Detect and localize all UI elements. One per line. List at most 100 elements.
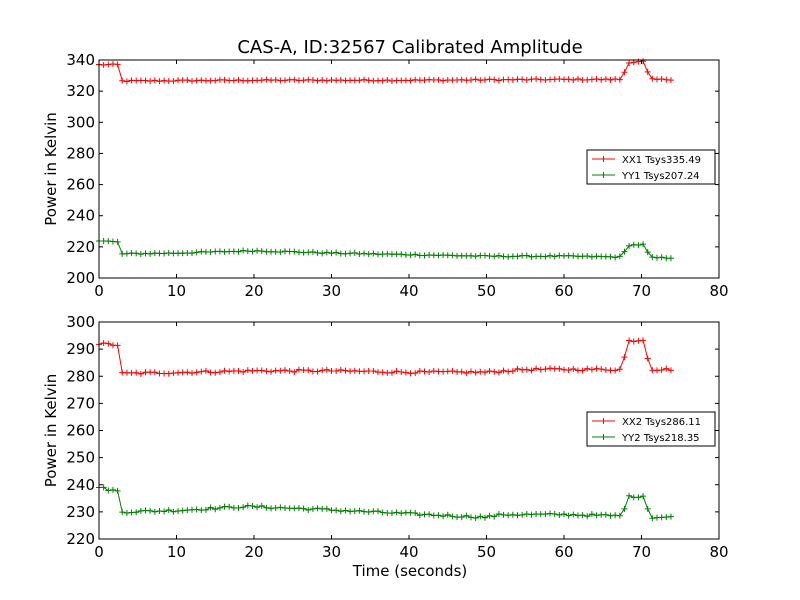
- x-tick-label: 50: [477, 282, 496, 300]
- data-point-marker: [272, 76, 279, 83]
- x-tick-label: 80: [709, 282, 728, 300]
- data-point-marker: [658, 367, 665, 373]
- data-point-marker: [314, 505, 321, 512]
- chart-title: CAS-A, ID:32567 Calibrated Amplitude: [237, 37, 582, 58]
- data-point-marker: [649, 254, 656, 261]
- data-point-marker: [626, 337, 633, 344]
- data-point-marker: [184, 369, 191, 376]
- legend-frame: [586, 411, 716, 447]
- data-point-marker: [565, 512, 572, 519]
- data-point-marker: [472, 253, 479, 260]
- data-point-marker: [640, 493, 647, 500]
- data-point-marker: [426, 368, 433, 375]
- data-point-marker: [375, 508, 381, 515]
- data-point-marker: [333, 249, 340, 256]
- data-point-marker: [584, 252, 591, 259]
- data-point-marker: [398, 510, 405, 517]
- data-point-marker: [277, 249, 284, 256]
- data-point-marker: [495, 252, 502, 259]
- data-point-marker: [602, 511, 609, 518]
- data-point-marker: [370, 250, 377, 257]
- y-tick-label: 220: [66, 238, 95, 256]
- data-point-marker: [519, 511, 526, 518]
- data-point-marker: [156, 78, 163, 85]
- y-tick-label: 230: [66, 503, 95, 521]
- data-point-marker: [449, 368, 456, 374]
- y-tick-label: 260: [66, 176, 95, 194]
- data-point-marker: [542, 253, 549, 260]
- data-point-marker: [351, 249, 358, 256]
- data-point-marker: [486, 367, 493, 374]
- data-point-marker: [226, 503, 233, 510]
- data-point-marker: [649, 515, 656, 522]
- data-point-marker: [472, 76, 479, 83]
- data-point-marker: [147, 78, 154, 85]
- data-point-marker: [463, 512, 470, 519]
- data-point-marker: [658, 254, 665, 261]
- data-point-marker: [658, 75, 665, 82]
- data-point-marker: [514, 365, 521, 372]
- data-point-marker: [309, 505, 316, 512]
- data-point-marker: [565, 367, 572, 374]
- data-point-marker: [570, 77, 577, 84]
- data-point-marker: [644, 505, 651, 512]
- data-point-marker: [598, 76, 605, 83]
- data-point-marker: [588, 253, 595, 260]
- data-point-marker: [542, 511, 549, 518]
- x-tick-label: 10: [167, 282, 186, 300]
- y-tick-label: 200: [66, 269, 95, 287]
- legend-frame: [586, 149, 716, 185]
- data-point-marker: [105, 340, 112, 347]
- data-point-marker: [588, 366, 595, 373]
- data-point-marker: [119, 509, 126, 516]
- data-point-marker: [640, 337, 647, 344]
- data-point-marker: [133, 509, 140, 516]
- data-point-marker: [481, 369, 488, 376]
- data-point-marker: [305, 367, 312, 374]
- data-point-marker: [528, 511, 535, 518]
- data-point-marker: [458, 368, 465, 375]
- data-point-marker: [356, 250, 363, 257]
- data-point-marker: [616, 512, 623, 519]
- data-point-marker: [407, 77, 414, 84]
- legend-label: XX2 Tsys286.11: [622, 417, 701, 428]
- data-point-marker: [556, 512, 563, 519]
- data-point-marker: [151, 77, 158, 84]
- data-point-marker: [468, 368, 474, 375]
- data-point-marker: [254, 504, 261, 511]
- data-point-marker: [663, 514, 670, 521]
- data-point-marker: [574, 75, 581, 82]
- data-point-marker: [291, 368, 298, 375]
- data-point-marker: [291, 76, 298, 83]
- data-point-marker: [495, 77, 502, 84]
- data-point-marker: [207, 249, 214, 256]
- data-point-marker: [649, 75, 656, 82]
- data-point-marker: [137, 370, 144, 377]
- data-point-marker: [542, 76, 549, 83]
- data-point-marker: [319, 250, 326, 257]
- data-point-marker: [161, 508, 168, 515]
- data-point-marker: [593, 76, 600, 83]
- data-point-marker: [509, 368, 516, 375]
- data-point-marker: [193, 506, 200, 513]
- data-point-marker: [584, 513, 591, 520]
- y-tick-label: 340: [66, 51, 95, 69]
- data-point-marker: [365, 251, 372, 258]
- data-point-marker: [249, 368, 256, 375]
- data-point-marker: [468, 514, 474, 521]
- data-point-marker: [593, 365, 600, 372]
- data-point-marker: [621, 248, 628, 255]
- series-2: [96, 237, 674, 262]
- data-point-marker: [244, 367, 251, 374]
- data-point-marker: [523, 511, 530, 518]
- y-tick-label: 220: [66, 530, 95, 548]
- x-tick-label: 70: [632, 282, 651, 300]
- data-point-marker: [170, 78, 177, 85]
- data-point-marker: [119, 77, 126, 84]
- data-point-marker: [370, 368, 377, 375]
- data-point-marker: [230, 77, 237, 84]
- data-point-marker: [337, 366, 344, 373]
- data-point-marker: [468, 76, 474, 83]
- data-point-marker: [509, 76, 516, 83]
- legend-swatch-marker: [600, 156, 607, 162]
